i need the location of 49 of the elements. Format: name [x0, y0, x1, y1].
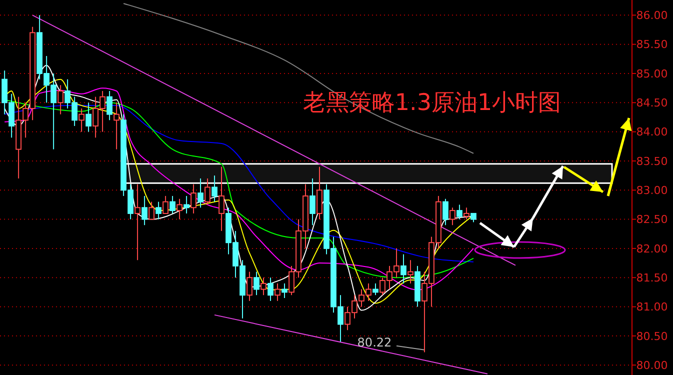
candlestick [456, 204, 462, 220]
candlestick [310, 178, 316, 226]
line-series [123, 3, 474, 154]
candlestick [156, 201, 162, 220]
candlestick [268, 277, 274, 302]
candlestick [134, 184, 140, 261]
candlestick [198, 178, 204, 208]
candlestick [408, 260, 414, 284]
candlestick [400, 254, 406, 284]
y-tick-label: 86.00 [636, 9, 668, 22]
y-tick-label: 84.50 [636, 96, 668, 110]
candlestick [254, 271, 260, 296]
y-tick-label: 83.00 [636, 184, 668, 197]
y-tick-label: 83.50 [636, 154, 668, 168]
candlestick [142, 195, 148, 226]
candlestick [184, 195, 190, 214]
candlestick [372, 282, 378, 296]
candlestick [246, 271, 252, 302]
candlestick [176, 198, 182, 220]
candlestick [282, 282, 288, 299]
candlestick [260, 277, 266, 296]
candlestick [204, 178, 210, 206]
candlestick [86, 102, 92, 132]
y-tick-label: 81.00 [636, 300, 668, 314]
candlestick [442, 198, 448, 226]
candlestick [274, 282, 280, 302]
candlestick [212, 175, 218, 202]
candlestick [162, 195, 168, 214]
y-tick-label: 84.00 [636, 126, 668, 139]
candlestick [450, 207, 456, 226]
text: 老黑策略1.3原油1小时图 [302, 90, 562, 116]
annotation: 80.22 [357, 335, 392, 350]
y-tick-label: 80.50 [636, 330, 668, 343]
y-tick-label: 85.00 [636, 67, 668, 80]
candlestick [148, 201, 154, 220]
candlestick [58, 84, 64, 115]
y-tick-label: 82.00 [636, 242, 668, 256]
candlestick [464, 207, 470, 220]
candlestick [78, 108, 84, 132]
y-tick-label: 85.50 [636, 38, 668, 52]
candlestick [114, 102, 120, 150]
y-tick-label: 82.50 [636, 213, 668, 226]
candlestick [190, 184, 196, 214]
candlestick [170, 195, 176, 214]
y-tick-label: 81.50 [636, 271, 668, 284]
candlestick [316, 166, 322, 220]
y-tick-label: 80.00 [636, 358, 668, 372]
candlestick [218, 166, 224, 232]
candlestick [106, 90, 112, 121]
